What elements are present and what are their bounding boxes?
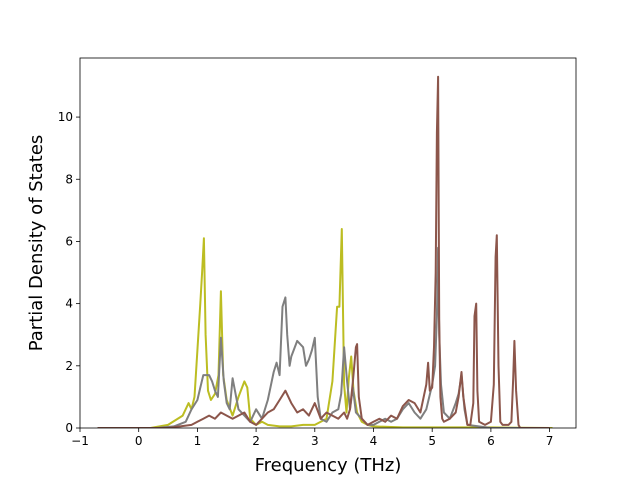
x-tick-label: 3 (311, 434, 319, 448)
x-tick-label: 7 (546, 434, 554, 448)
y-tick-label: 8 (65, 172, 73, 186)
x-tick-label: 4 (370, 434, 378, 448)
y-tick-label: 6 (65, 234, 73, 248)
series-line-3 (97, 75, 550, 428)
plot-frame (79, 57, 577, 429)
x-tick-label: 6 (487, 434, 495, 448)
y-axis-label: Partial Density of States (26, 135, 47, 352)
series-line-2 (97, 246, 550, 428)
y-tick-label: 2 (65, 359, 73, 373)
y-tick-label: 10 (58, 110, 73, 124)
y-tick-label: 0 (65, 421, 73, 435)
x-axis-label: Frequency (THz) (255, 455, 402, 476)
x-axis: −1 0 1 2 3 4 5 6 7 (71, 428, 553, 448)
x-tick-label: −1 (71, 434, 89, 448)
y-tick-label: 4 (65, 297, 73, 311)
x-tick-label: 1 (194, 434, 202, 448)
y-axis: 0 2 4 6 8 10 (58, 110, 80, 435)
x-tick-label: 5 (428, 434, 436, 448)
x-tick-label: 2 (252, 434, 260, 448)
series-line-1 (97, 228, 553, 428)
x-tick-label: 0 (135, 434, 143, 448)
series-layer (97, 75, 553, 428)
